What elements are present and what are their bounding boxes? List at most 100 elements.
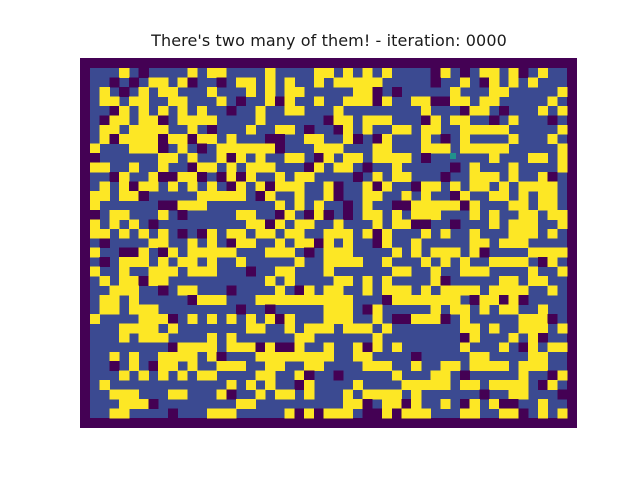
cell-agent-a (557, 219, 568, 230)
cell-agent-a (294, 105, 305, 116)
cell-agent-a (197, 266, 208, 277)
cell-agent-a (284, 313, 295, 324)
cell-agent-a (294, 228, 305, 239)
cell-agent-a (391, 266, 402, 277)
cell-agent-a (226, 190, 237, 201)
cell-agent-a (255, 115, 266, 126)
cell-agent-a (119, 276, 130, 286)
cell-agent-b (489, 115, 500, 126)
cell-agent-a (420, 200, 432, 211)
cell-agent-a (382, 323, 393, 334)
cell-agent-b (109, 77, 120, 88)
cell-agent-a (216, 361, 227, 372)
cell-agent-a (245, 380, 256, 391)
cell-agent-b (459, 399, 471, 409)
cell-agent-a (206, 408, 217, 419)
cell-agent-a (547, 257, 558, 268)
cell-agent-b (479, 389, 490, 400)
cell-agent-a (479, 351, 490, 362)
cell-agent-b (158, 200, 169, 211)
cell-agent-a (459, 190, 471, 201)
cell-agent-a (284, 247, 295, 258)
cell-agent-b (547, 370, 558, 381)
cell-agent-a (518, 370, 529, 381)
cell-agent-a (187, 285, 198, 296)
cell-agent-a (518, 257, 529, 268)
cell-agent-a (420, 143, 432, 154)
cell-agent-a (411, 247, 422, 258)
cell-agent-a (450, 115, 461, 126)
cell-agent-a (382, 257, 393, 268)
cell-agent-b (148, 399, 159, 409)
cell-agent-a (391, 219, 402, 230)
cell-agent-a (138, 304, 149, 315)
cell-agent-b (420, 219, 432, 230)
cell-agent-a (197, 370, 208, 381)
cell-agent-a (508, 134, 519, 145)
cell-agent-a (362, 86, 373, 97)
cell-agent-a (411, 238, 422, 249)
cell-agent-a (343, 408, 354, 419)
cell-agent-b (469, 295, 480, 305)
cell-agent-a (362, 115, 373, 126)
cell-agent-a (372, 219, 383, 230)
cell-agent-a (498, 257, 509, 268)
cell-agent-a (362, 285, 373, 296)
cell-agent-a (119, 68, 130, 78)
cell-agent-a (128, 295, 140, 305)
cell-agent-a (197, 295, 208, 305)
cell-agent-a (450, 86, 461, 97)
cell-agent-a (372, 389, 383, 400)
cell-agent-a (518, 228, 529, 239)
cell-agent-a (469, 247, 480, 258)
cell-agent-a (255, 153, 266, 163)
cell-agent-a (323, 238, 334, 249)
cell-agent-b (372, 181, 383, 192)
cell-agent-a (333, 105, 344, 116)
cell-agent-a (206, 370, 217, 381)
cell-agent-a (255, 162, 266, 173)
cell-agent-a (479, 105, 490, 116)
cell-agent-a (304, 323, 315, 334)
cell-agent-a (372, 115, 383, 126)
cell-agent-a (148, 276, 159, 286)
cell-agent-a (109, 304, 120, 315)
cell-agent-b (323, 115, 334, 126)
cell-agent-a (382, 115, 393, 126)
cell-agent-a (352, 342, 363, 353)
cell-agent-a (109, 285, 120, 296)
cell-agent-a (450, 200, 461, 211)
cell-agent-a (498, 86, 509, 97)
cell-agent-a (469, 408, 480, 419)
cell-agent-a (547, 209, 558, 220)
cell-agent-a (206, 115, 217, 126)
cell-agent-a (459, 313, 471, 324)
cell-agent-a (158, 276, 169, 286)
cell-agent-b (128, 181, 140, 192)
cell-agent-a (265, 351, 276, 362)
cell-agent-a (158, 124, 169, 135)
cell-agent-a (459, 408, 471, 419)
cell-agent-a (469, 238, 480, 249)
cell-agent-a (236, 361, 247, 372)
cell-agent-b (138, 276, 149, 286)
cell-agent-a (498, 143, 509, 154)
cell-agent-a (508, 380, 519, 391)
cell-agent-a (489, 124, 500, 135)
cell-agent-a (440, 361, 451, 372)
cell-agent-a (430, 200, 441, 211)
cell-agent-a (119, 389, 130, 400)
cell-agent-a (148, 134, 159, 145)
cell-agent-a (362, 351, 373, 362)
cell-agent-a (99, 304, 110, 315)
cell-agent-a (372, 153, 383, 163)
cell-agent-a (343, 247, 354, 258)
cell-agent-a (158, 153, 169, 163)
cell-agent-b (236, 172, 247, 182)
cell-agent-a (411, 361, 422, 372)
cell-agent-a (138, 332, 149, 343)
cell-agent-a (177, 257, 188, 268)
cell-agent-a (304, 389, 315, 400)
cell-agent-b (99, 257, 110, 268)
